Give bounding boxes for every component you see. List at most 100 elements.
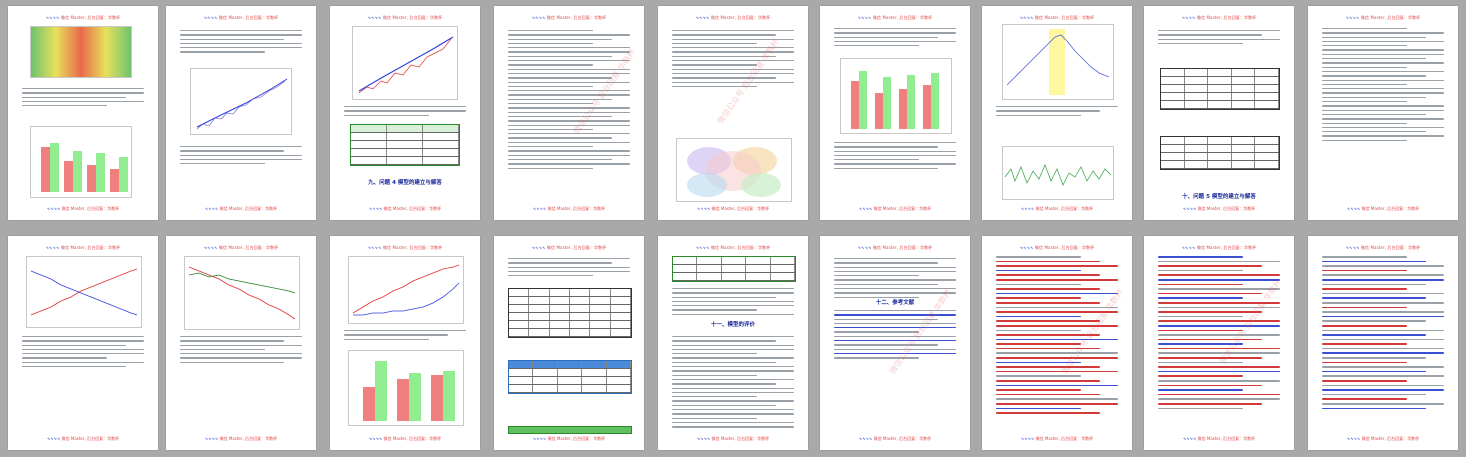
reference-list [834, 310, 956, 362]
bar [443, 371, 455, 421]
scatter-svg [196, 78, 288, 130]
line-chart-figure [1002, 24, 1114, 100]
page-10[interactable]: ∿∿∿∿ 微信 Master, 后台回复：华数杯 ∿∿∿∿ 微信 Master,… [8, 236, 158, 450]
highlight-band [1049, 29, 1065, 95]
cluster [741, 173, 781, 197]
page-16[interactable]: ∿∿∿∿ 微信 Master, 后台回复：华数杯 微信公众号 后台回复 华数杯 … [982, 236, 1132, 450]
scatter-figure [190, 68, 292, 135]
line-chart-svg [30, 268, 138, 316]
scatter-series [196, 80, 286, 130]
page-6[interactable]: ∿∿∿∿ 微信 Master, 后台回复：华数杯 ∿∿∿∿ 微信 Master,… [820, 6, 970, 220]
results-table [508, 288, 632, 338]
page-11[interactable]: ∿∿∿∿ 微信 Master, 后台回复：华数杯 ∿∿∿∿ 微信 Master,… [166, 236, 316, 450]
page-header: ∿∿∿∿ 微信 Master, 后台回复：华数杯 [1181, 15, 1257, 20]
page-header: ∿∿∿∿ 微信 Master, 后台回复：华数杯 [1345, 245, 1421, 250]
cluster-svg [687, 147, 781, 197]
bar [409, 373, 421, 421]
bar-chart-svg [363, 361, 455, 421]
page-1[interactable]: ∿∿∿∿ 微信 Master, 后台回复：华数杯 ∿∿∿∿ 微信 Master,… [8, 6, 158, 220]
page-header: ∿∿∿∿ 微信 Master, 后台回复：华数杯 [531, 15, 607, 20]
code-listing [1322, 256, 1444, 412]
paragraph [996, 106, 1118, 119]
page-17[interactable]: ∿∿∿∿ 微信 Master, 后台回复：华数杯 微信公众号 后台回复 华数杯 … [1144, 236, 1294, 450]
section-title: 九、问题 4 模型的建立与解答 [368, 180, 442, 186]
page-7[interactable]: ∿∿∿∿ 微信 Master, 后台回复：华数杯 ∿∿∿∿ 微信 Master,… [982, 6, 1132, 220]
paragraph [834, 28, 956, 49]
bar [363, 387, 375, 421]
page-header: ∿∿∿∿ 微信 Master, 后台回复：华数杯 [45, 15, 121, 20]
bar [431, 375, 443, 421]
page-header: ∿∿∿∿ 微信 Master, 后台回复：华数杯 [531, 245, 607, 250]
line-chart-svg [358, 36, 454, 94]
page-18[interactable]: ∿∿∿∿ 微信 Master, 后台回复：华数杯 ∿∿∿∿ 微信 Master,… [1308, 236, 1458, 450]
bar [397, 379, 409, 421]
series-red [188, 266, 296, 320]
page-footer: ∿∿∿∿ 微信 Master, 后台回复：华数杯 [1020, 206, 1094, 211]
page-footer: ∿∿∿∿ 微信 Master, 后台回复：华数杯 [1182, 436, 1256, 441]
code-listing [996, 256, 1118, 417]
page-3[interactable]: ∿∿∿∿ 微信 Master, 后台回复：华数杯 九、问题 4 模型的建立与解答… [330, 6, 480, 220]
page-footer: ∿∿∿∿ 微信 Master, 后台回复：华数杯 [204, 206, 278, 211]
bar [41, 147, 50, 192]
series-line [1004, 164, 1112, 186]
page-8[interactable]: ∿∿∿∿ 微信 Master, 后台回复：华数杯 十、问题 5 模型的建立与解答… [1144, 6, 1294, 220]
page-footer: ∿∿∿∿ 微信 Master, 后台回复：华数杯 [46, 436, 120, 441]
page-header: ∿∿∿∿ 微信 Master, 后台回复：华数杯 [857, 15, 933, 20]
bar [883, 77, 891, 129]
formula-paragraph [1322, 28, 1444, 144]
page-header: ∿∿∿∿ 微信 Master, 后台回复：华数杯 [367, 15, 443, 20]
page-header: ∿∿∿∿ 微信 Master, 后台回复：华数杯 [203, 245, 279, 250]
bar-chart-figure [30, 126, 132, 198]
page-14[interactable]: ∿∿∿∿ 微信 Master, 后台回复：华数杯 十一、模型的评价 ∿∿∿∿ 微… [658, 236, 808, 450]
bar [859, 71, 867, 129]
line-chart-figure [352, 26, 458, 100]
paragraph [1158, 30, 1280, 47]
paragraph [180, 30, 302, 56]
bar [119, 157, 128, 192]
page-header: ∿∿∿∿ 微信 Master, 后台回复：华数杯 [1019, 15, 1095, 20]
page-footer: ∿∿∿∿ 微信 Master, 后台回复：华数杯 [1346, 206, 1420, 211]
page-2[interactable]: ∿∿∿∿ 微信 Master, 后台回复：华数杯 ∿∿∿∿ 微信 Master,… [166, 6, 316, 220]
bar [87, 165, 96, 192]
page-footer: ∿∿∿∿ 微信 Master, 后台回复：华数杯 [1020, 436, 1094, 441]
page-footer: ∿∿∿∿ 微信 Master, 后台回复：华数杯 [696, 206, 770, 211]
line-chart-figure [184, 256, 300, 330]
section-title: 十二、参考文献 [875, 300, 915, 306]
page-5[interactable]: ∿∿∿∿ 微信 Master, 后台回复：华数杯 微信公众号 后台回复 华数杯 … [658, 6, 808, 220]
page-9[interactable]: ∿∿∿∿ 微信 Master, 后台回复：华数杯 ∿∿∿∿ 微信 Master,… [1308, 6, 1458, 220]
cluster-figure [676, 138, 792, 202]
bar [64, 161, 73, 192]
series-red [358, 38, 452, 94]
bar [73, 151, 82, 192]
bar [923, 85, 931, 129]
page-footer: ∿∿∿∿ 微信 Master, 后台回复：华数杯 [532, 206, 606, 211]
page-footer: ∿∿∿∿ 微信 Master, 后台回复：华数杯 [858, 436, 932, 441]
page-footer: ∿∿∿∿ 微信 Master, 后台回复：华数杯 [858, 206, 932, 211]
page-footer: ∿∿∿∿ 微信 Master, 后台回复：华数杯 [46, 206, 120, 211]
code-listing [1158, 256, 1280, 412]
bar-chart-figure [840, 58, 952, 134]
page-footer: ∿∿∿∿ 微信 Master, 后台回复：华数杯 [696, 436, 770, 441]
heatmap-figure [30, 26, 132, 78]
page-footer: ∿∿∿∿ 微信 Master, 后台回复：华数杯 [1346, 436, 1420, 441]
page-header: ∿∿∿∿ 微信 Master, 后台回复：华数杯 [695, 245, 771, 250]
paragraph [672, 336, 794, 431]
page-header: ∿∿∿∿ 微信 Master, 后台回复：华数杯 [1019, 245, 1095, 250]
page-13[interactable]: ∿∿∿∿ 微信 Master, 后台回复：华数杯 ∿∿∿∿ 微信 Master,… [494, 236, 644, 450]
page-footer: ∿∿∿∿ 微信 Master, 后台回复：华数杯 [532, 436, 606, 441]
page-footer: ∿∿∿∿ 微信 Master, 后台回复：华数杯 [204, 436, 278, 441]
page-4[interactable]: ∿∿∿∿ 微信 Master, 后台回复：华数杯 微信公众号 后台回复 华数杯 … [494, 6, 644, 220]
line-chart-figure [26, 256, 142, 328]
series-blue [30, 270, 138, 316]
page-header: ∿∿∿∿ 微信 Master, 后台回复：华数杯 [45, 245, 121, 250]
page-15[interactable]: ∿∿∿∿ 微信 Master, 后台回复：华数杯 十二、参考文献 微信公众号 后… [820, 236, 970, 450]
formula-paragraph [508, 30, 630, 172]
page-12[interactable]: ∿∿∿∿ 微信 Master, 后台回复：华数杯 ∿∿∿∿ 微信 Master,… [330, 236, 480, 450]
paragraph [672, 30, 794, 90]
page-header: ∿∿∿∿ 微信 Master, 后台回复：华数杯 [203, 15, 279, 20]
bar-chart-figure [348, 350, 464, 426]
series-green [188, 272, 296, 294]
line-chart-svg [352, 264, 460, 316]
section-title: 十一、模型的评价 [710, 322, 755, 328]
